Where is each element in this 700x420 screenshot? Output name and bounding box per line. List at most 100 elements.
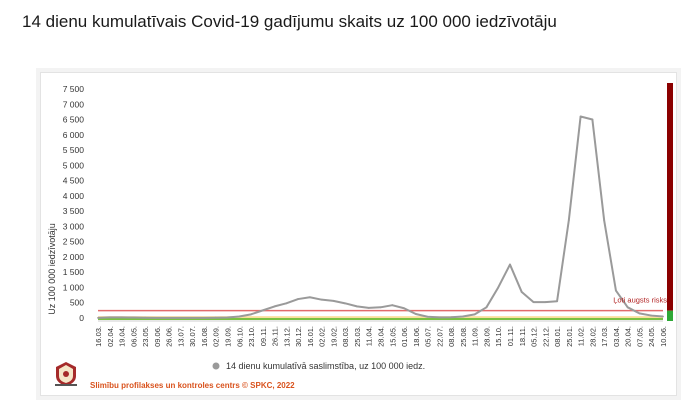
- data-point: [450, 316, 453, 319]
- x-tick-label: 11.09.: [471, 326, 480, 346]
- x-tick-label: 07.05.: [635, 326, 644, 347]
- x-tick-label: 11.04.: [365, 326, 374, 346]
- spkc-logo-icon: [55, 362, 77, 386]
- x-tick-label: 08.03.: [341, 326, 350, 347]
- y-tick-label: 5 000: [63, 160, 85, 170]
- data-point: [626, 306, 629, 309]
- x-tick-label: 01.06.: [400, 326, 409, 347]
- data-point: [473, 313, 476, 316]
- data-point: [650, 314, 653, 317]
- y-tick-label: 6 500: [63, 115, 85, 125]
- x-tick-label: 19.04.: [118, 326, 127, 347]
- x-tick-label: 30.07.: [188, 326, 197, 347]
- x-axis: 16.03. 02.04. 19.04. 06.05. 23.05. 09.06. 26.0…: [94, 320, 668, 347]
- data-point: [367, 307, 370, 309]
- x-tick-label: 18.06.: [412, 326, 421, 347]
- data-point: [97, 316, 99, 319]
- y-tick-label: 7 500: [63, 84, 85, 94]
- y-tick-label: 6 000: [63, 130, 85, 140]
- data-point: [155, 316, 158, 319]
- data-point: [308, 296, 311, 299]
- data-point: [391, 304, 394, 307]
- data-point: [167, 316, 170, 319]
- x-tick-label: 08.08.: [447, 326, 456, 347]
- footer-credit: Slimību profilakses un kontroles centrs …: [90, 381, 295, 390]
- page-title: 14 dienu kumulatīvais Covid-19 gadījumu …: [22, 12, 557, 31]
- data-point: [497, 286, 500, 289]
- x-tick-label: 17.03.: [600, 326, 609, 347]
- x-tick-label: 26.06.: [165, 326, 174, 347]
- data-point: [120, 316, 123, 319]
- x-tick-label: 15.10.: [494, 326, 503, 347]
- data-point: [214, 316, 217, 319]
- data-point: [179, 316, 182, 319]
- x-tick-label: 02.02.: [318, 326, 327, 347]
- x-tick-label: 18.11.: [518, 326, 527, 346]
- y-tick-label: 4 500: [63, 176, 85, 186]
- x-tick-label: 23.10.: [247, 326, 256, 347]
- data-point: [132, 316, 135, 319]
- x-tick-label: 08.01.: [553, 326, 562, 347]
- y-tick-label: 0: [79, 313, 84, 323]
- data-point: [108, 316, 111, 319]
- x-tick-label: 15.05.: [388, 326, 397, 347]
- data-point: [532, 301, 535, 304]
- x-tick-label: 10.06.: [659, 326, 668, 347]
- data-point: [615, 289, 617, 292]
- legend: 14 dienu kumulatīvā saslimstība, uz 100 …: [212, 361, 425, 371]
- x-tick-label: 26.11.: [271, 326, 280, 346]
- data-point: [226, 316, 229, 319]
- x-tick-label: 30.12.: [294, 326, 303, 347]
- data-point: [638, 312, 641, 315]
- data-point: [403, 307, 405, 310]
- x-tick-label: 19.09.: [223, 326, 232, 347]
- data-point: [344, 302, 347, 305]
- x-tick-label: 05.07.: [424, 326, 433, 347]
- data-point: [261, 309, 264, 312]
- data-point: [297, 298, 300, 300]
- threshold-bands: [98, 309, 663, 320]
- x-tick-label: 20.04.: [624, 326, 633, 347]
- data-point: [591, 118, 594, 121]
- x-tick-label: 03.04.: [612, 326, 621, 347]
- series-layer: [97, 115, 664, 319]
- x-tick-label: 05.12.: [530, 326, 539, 347]
- x-tick-label: 25.08.: [459, 326, 468, 347]
- very-high-risk-label: Ļoti augsts risks: [613, 296, 667, 305]
- x-tick-label: 25.03.: [353, 326, 362, 347]
- y-axis: 0 500 1 000 1 500 2 000 2 500 3 000 3 500 4 000 4…: [63, 84, 85, 323]
- data-point: [332, 300, 335, 302]
- data-point: [356, 305, 358, 308]
- data-point: [461, 315, 464, 318]
- x-tick-label: 28.04.: [377, 326, 386, 347]
- low-risk-band: [98, 316, 663, 318]
- x-tick-label: 28.09.: [482, 326, 491, 347]
- x-tick-label: 02.04.: [106, 326, 115, 347]
- x-tick-label: 22.12.: [541, 326, 550, 347]
- x-tick-label: 09.11.: [259, 326, 268, 346]
- data-point: [414, 313, 417, 315]
- y-tick-label: 2 000: [63, 252, 85, 262]
- data-point: [485, 306, 488, 309]
- risk-bar-low: [667, 310, 673, 321]
- y-tick-label: 2 500: [63, 237, 85, 247]
- x-tick-label: 19.02.: [329, 326, 338, 347]
- data-point: [238, 315, 241, 318]
- x-tick-label: 13.12.: [282, 326, 291, 347]
- data-point: [579, 115, 582, 118]
- data-point: [320, 298, 323, 301]
- data-point: [285, 302, 288, 305]
- data-point: [544, 301, 547, 304]
- data-point: [426, 315, 429, 318]
- y-tick-label: 7 000: [63, 99, 85, 109]
- chart-card: 0 500 1 000 1 500 2 000 2 500 3 000 3 500 4 000 4…: [40, 72, 677, 396]
- data-point: [144, 316, 146, 319]
- x-tick-label: 09.06.: [153, 326, 162, 347]
- data-point: [273, 305, 276, 308]
- risk-bar-high: [667, 83, 673, 311]
- series-line: [97, 115, 664, 319]
- x-tick-label: 22.07.: [435, 326, 444, 347]
- data-point: [250, 313, 252, 316]
- y-axis-title: Uz 100 000 iedzīvotāju: [47, 223, 57, 315]
- y-tick-label: 4 000: [63, 191, 85, 201]
